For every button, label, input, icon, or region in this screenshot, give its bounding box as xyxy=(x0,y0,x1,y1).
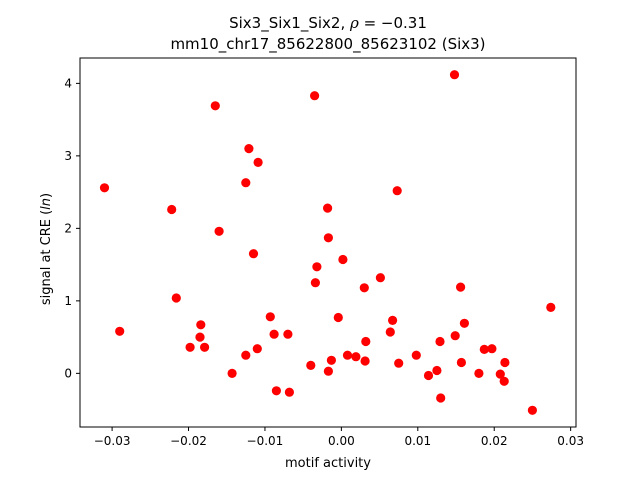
data-point-24 xyxy=(310,91,320,101)
data-point-29 xyxy=(323,366,333,376)
data-points xyxy=(99,70,556,415)
data-point-31 xyxy=(333,312,343,323)
y-tick-label: 4 xyxy=(64,76,72,90)
data-point-52 xyxy=(459,318,469,328)
data-point-34 xyxy=(351,352,361,362)
data-point-50 xyxy=(456,282,466,292)
data-point-43 xyxy=(411,350,421,360)
data-point-45 xyxy=(432,365,442,376)
data-point-28 xyxy=(323,233,333,243)
x-axis-ticks: −0.03 −0.02 −0.01 0.00 0.01 0.02 0.03 xyxy=(94,427,584,448)
data-point-15 xyxy=(248,249,259,259)
data-point-60 xyxy=(546,302,556,312)
data-point-54 xyxy=(479,344,489,354)
data-point-23 xyxy=(306,360,316,370)
data-point-47 xyxy=(436,393,446,403)
data-point-33 xyxy=(342,350,353,360)
data-point-39 xyxy=(385,327,395,337)
data-point-22 xyxy=(284,387,294,397)
data-point-8 xyxy=(200,342,210,352)
chart-title-line2: mm10_chr17_85622800_85623102 (Six3) xyxy=(170,35,485,54)
x-tick-label: −0.02 xyxy=(170,434,207,448)
data-point-10 xyxy=(214,226,224,236)
y-axis-label-suffix: ) xyxy=(39,193,54,198)
data-point-40 xyxy=(388,315,398,325)
chart-title-rho-value: = −0.31 xyxy=(359,14,427,32)
data-point-27 xyxy=(323,203,333,213)
plot-frame xyxy=(79,57,577,428)
data-point-26 xyxy=(312,262,322,272)
data-point-17 xyxy=(252,344,262,354)
data-point-48 xyxy=(449,70,460,80)
data-point-2 xyxy=(115,326,125,336)
data-point-7 xyxy=(195,332,205,342)
data-point-49 xyxy=(450,331,460,341)
chart-title-prefix: Six3_Six1_Six2, xyxy=(229,14,350,33)
data-point-46 xyxy=(435,336,445,347)
data-point-35 xyxy=(359,283,369,293)
data-point-20 xyxy=(271,386,281,396)
x-tick-label: 0.01 xyxy=(404,434,431,448)
data-point-59 xyxy=(527,405,538,415)
y-axis-label-italic: ln xyxy=(39,198,54,210)
y-tick-label: 0 xyxy=(64,366,72,380)
chart-title-rho-symbol: ρ xyxy=(349,14,359,32)
y-axis-label-prefix: signal at CRE ( xyxy=(39,210,54,305)
data-point-5 xyxy=(185,342,195,352)
data-point-19 xyxy=(269,329,279,339)
data-point-18 xyxy=(265,312,275,322)
data-point-3 xyxy=(167,204,177,215)
data-point-4 xyxy=(171,293,181,303)
data-point-44 xyxy=(423,370,434,381)
data-point-14 xyxy=(244,144,254,154)
x-tick-label: −0.03 xyxy=(94,434,131,448)
data-point-11 xyxy=(227,368,237,378)
x-tick-label: 0.03 xyxy=(557,434,584,448)
data-point-53 xyxy=(474,368,484,378)
data-point-51 xyxy=(456,357,466,368)
data-point-13 xyxy=(241,350,251,360)
data-point-37 xyxy=(361,336,371,347)
data-point-32 xyxy=(338,254,348,265)
data-point-9 xyxy=(210,101,220,111)
data-point-56 xyxy=(495,369,505,379)
data-point-38 xyxy=(375,273,385,283)
data-point-6 xyxy=(196,320,206,330)
data-point-36 xyxy=(360,356,370,366)
data-point-30 xyxy=(326,355,336,365)
data-point-58 xyxy=(500,357,510,368)
y-axis-label: signal at CRE (ln) xyxy=(39,193,54,305)
data-point-55 xyxy=(487,344,497,354)
data-point-41 xyxy=(392,186,402,196)
data-point-1 xyxy=(99,183,110,193)
chart-title-line1: Six3_Six1_Six2, ρ = −0.31 xyxy=(229,14,427,33)
y-axis-ticks: 0 1 2 3 4 xyxy=(64,76,80,380)
x-tick-label: 0.00 xyxy=(328,434,355,448)
data-point-12 xyxy=(241,178,251,188)
data-point-16 xyxy=(253,157,263,167)
y-tick-label: 3 xyxy=(64,149,72,163)
data-point-21 xyxy=(283,329,293,339)
x-axis-label: motif activity xyxy=(285,456,371,471)
x-tick-label: 0.02 xyxy=(481,434,508,448)
y-tick-label: 1 xyxy=(64,294,72,308)
y-tick-label: 2 xyxy=(64,221,72,235)
data-point-42 xyxy=(394,358,404,368)
data-point-57 xyxy=(499,376,509,386)
x-tick-label: −0.01 xyxy=(247,434,284,448)
data-point-25 xyxy=(310,278,320,288)
